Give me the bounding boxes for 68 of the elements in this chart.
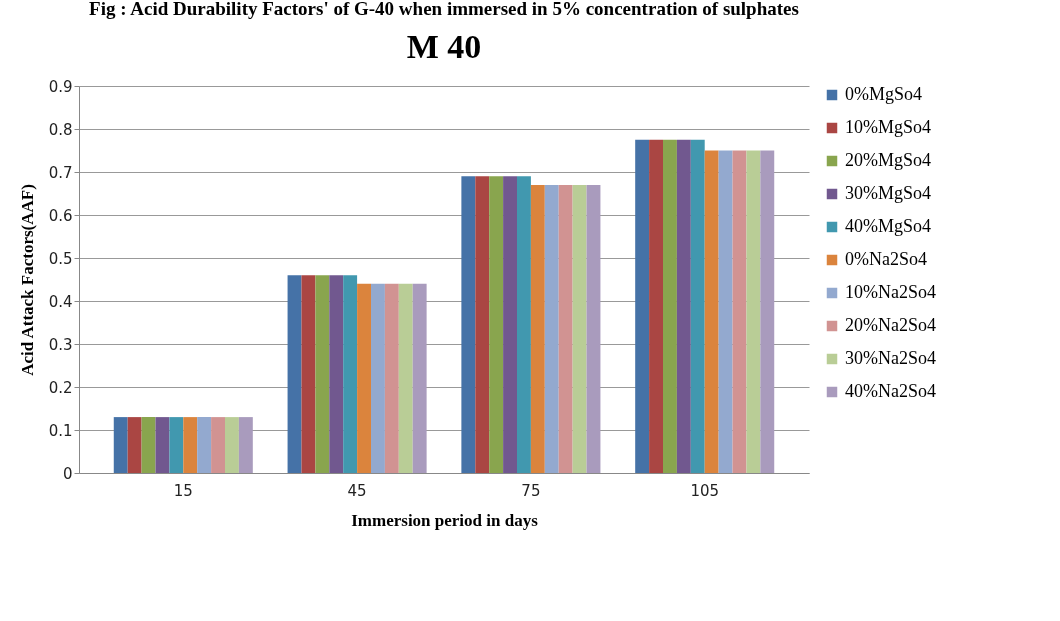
legend-label: 40%Na2So4	[845, 381, 936, 401]
legend-label: 30%Na2So4	[845, 348, 936, 368]
legend-label: 20%MgSo4	[845, 150, 932, 170]
bar	[475, 176, 490, 473]
bar	[141, 417, 156, 473]
bar	[530, 184, 545, 473]
y-tick-label: 0.6	[48, 206, 73, 225]
bar	[343, 275, 358, 473]
bar	[183, 417, 198, 473]
x-tick-label: 75	[521, 481, 541, 500]
bar	[371, 283, 385, 473]
legend-label: 20%Na2So4	[845, 315, 936, 335]
legend-label: 30%MgSo4	[845, 183, 932, 203]
bar	[412, 283, 427, 473]
bar	[690, 139, 705, 473]
x-axis-title: Immersion period in days	[351, 510, 539, 530]
legend-label: 0%Na2So4	[845, 249, 927, 269]
bar	[649, 139, 663, 473]
bar	[718, 150, 733, 473]
x-tick-label: 15	[173, 481, 193, 500]
bar	[663, 139, 677, 473]
y-tick-label: 0.3	[48, 335, 73, 354]
chart-title: Fig : Acid Durability Factors' of G-40 when immersed in 5% concentration of sulphates	[89, 0, 799, 19]
bar	[503, 176, 517, 473]
bar	[461, 176, 476, 473]
bar	[155, 417, 170, 473]
y-tick-label: 0.1	[48, 421, 73, 440]
bar	[169, 417, 184, 473]
bar	[225, 417, 239, 473]
bar	[676, 139, 691, 473]
bar	[635, 139, 650, 473]
bar	[732, 150, 747, 473]
y-tick-label: 0	[62, 464, 73, 483]
y-tick-label: 0.2	[48, 378, 73, 397]
y-tick-label: 0.8	[48, 120, 73, 139]
y-tick-label: 0.4	[48, 292, 73, 311]
bar	[760, 150, 775, 473]
bar	[517, 176, 531, 473]
bar	[544, 184, 559, 473]
bar	[315, 275, 330, 473]
y-axis-title: Acid Attack Factors(AAF)	[17, 184, 37, 376]
x-tick-label: 45	[347, 481, 367, 500]
legend-label: 0%MgSo4	[845, 84, 923, 104]
bar	[704, 150, 719, 473]
legend-label: 40%MgSo4	[845, 216, 932, 236]
bar	[357, 283, 371, 473]
bar	[558, 184, 573, 473]
bar	[489, 176, 504, 473]
bar	[113, 417, 128, 473]
y-tick-label: 0.9	[48, 77, 73, 96]
y-tick-label: 0.7	[48, 163, 73, 182]
bar	[384, 283, 399, 473]
bar	[238, 417, 253, 473]
bar	[301, 275, 316, 473]
bar	[287, 275, 302, 473]
legend-label: 10%MgSo4	[845, 117, 932, 137]
bar	[746, 150, 761, 473]
bar	[572, 184, 587, 473]
bar	[398, 283, 413, 473]
chart-subtitle: M 40	[406, 28, 482, 65]
y-tick-label: 0.5	[48, 249, 73, 268]
x-tick-label: 105	[690, 481, 720, 500]
bar	[211, 417, 225, 473]
legend-label: 10%Na2So4	[845, 282, 936, 302]
bar	[127, 417, 142, 473]
bar	[329, 275, 344, 473]
bar	[197, 417, 212, 473]
bar	[586, 184, 601, 473]
